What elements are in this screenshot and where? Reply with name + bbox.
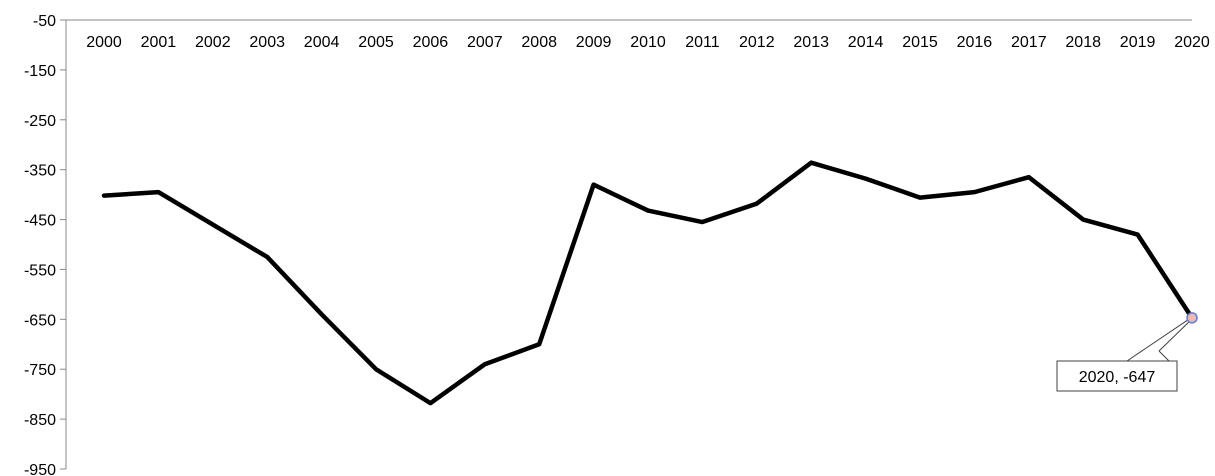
x-tick-label: 2000 <box>86 34 122 51</box>
x-tick-label: 2009 <box>576 34 612 51</box>
x-tick-label: 2004 <box>304 34 340 51</box>
series-group <box>101 160 1195 406</box>
x-tick-label: 2020 <box>1174 34 1210 51</box>
x-tick-label: 2005 <box>358 34 394 51</box>
y-tick-label: -550 <box>24 262 56 279</box>
x-tick-label: 2018 <box>1065 34 1101 51</box>
y-tick-label: -750 <box>24 362 56 379</box>
x-tick-label: 2011 <box>685 34 720 51</box>
y-tick-label: -150 <box>24 63 56 80</box>
callout-leader-line <box>1126 319 1189 362</box>
x-tick-label: 2003 <box>249 34 285 51</box>
x-tick-label: 2017 <box>1011 34 1047 51</box>
callout-box <box>1056 360 1178 392</box>
x-tick-label: 2006 <box>413 34 449 51</box>
x-tick-label: 2007 <box>467 34 503 51</box>
y-tick-label: -950 <box>24 462 56 476</box>
x-tick-label: 2013 <box>793 34 829 51</box>
y-tick-label: -250 <box>24 113 56 130</box>
x-tick-label: 2014 <box>848 34 884 51</box>
x-tick-label: 2001 <box>141 34 177 51</box>
y-axis: -50 -150 -250 -350 -450 -550 -650 -750 -850 -950 <box>24 13 67 476</box>
x-tick-label: 2010 <box>630 34 666 51</box>
series-line <box>101 160 1195 406</box>
data-label-callout: 2020, -647 <box>1056 312 1198 392</box>
x-tick-label: 2019 <box>1120 34 1156 51</box>
y-tick-label: -50 <box>33 13 56 30</box>
y-tick-label: -450 <box>24 213 56 230</box>
y-tick-label: -650 <box>24 312 56 329</box>
y-tick-label: -350 <box>24 163 56 180</box>
x-tick-label: 2012 <box>739 34 775 51</box>
x-tick-label: 2002 <box>195 34 231 51</box>
callout-label: 2020, -647 <box>1079 369 1156 386</box>
x-tick-label: 2008 <box>521 34 557 51</box>
x-tick-label: 2016 <box>957 34 993 51</box>
x-axis: 2000 2001 2002 2003 2004 2005 2006 2007 2008 2009… <box>66 19 1210 51</box>
y-tick-label: -850 <box>24 412 56 429</box>
x-tick-label: 2015 <box>902 34 938 51</box>
data-point-marker <box>1186 312 1198 324</box>
callout-leader-line <box>1158 321 1190 352</box>
callout-leader-line <box>1158 350 1170 362</box>
